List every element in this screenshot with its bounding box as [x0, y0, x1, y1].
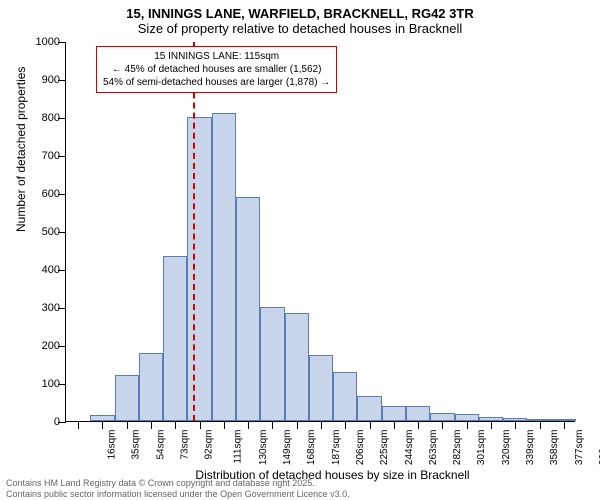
- title-sub: Size of property relative to detached ho…: [0, 21, 600, 40]
- x-tick-label: 149sqm: [282, 430, 293, 466]
- histogram-bar: [212, 113, 236, 421]
- histogram-bar: [503, 418, 527, 421]
- x-tick-label: 225sqm: [379, 430, 390, 466]
- x-tick: [564, 421, 565, 429]
- histogram-bar: [187, 117, 211, 421]
- y-tick-label: 700: [20, 150, 60, 162]
- x-tick: [418, 421, 419, 429]
- histogram-bar: [382, 406, 406, 421]
- histogram-bar: [260, 307, 284, 421]
- histogram-bar: [552, 419, 576, 421]
- histogram-bar: [406, 406, 430, 421]
- x-tick-label: 168sqm: [307, 430, 318, 466]
- x-tick: [297, 421, 298, 429]
- x-tick: [345, 421, 346, 429]
- x-tick-label: 35sqm: [131, 430, 142, 460]
- y-tick-label: 600: [20, 188, 60, 200]
- x-tick: [224, 421, 225, 429]
- x-tick: [151, 421, 152, 429]
- y-tick-label: 800: [20, 112, 60, 124]
- y-tick-label: 500: [20, 226, 60, 238]
- histogram-bar: [333, 372, 357, 421]
- histogram-bar: [455, 414, 479, 421]
- footer-line1: Contains HM Land Registry data © Crown c…: [6, 478, 350, 489]
- x-tick-label: 73sqm: [180, 430, 191, 460]
- annotation-line: 15 INNINGS LANE: 115sqm: [103, 50, 330, 63]
- x-tick: [394, 421, 395, 429]
- x-tick: [491, 421, 492, 429]
- x-tick-label: 206sqm: [355, 430, 366, 466]
- x-tick: [515, 421, 516, 429]
- x-tick: [370, 421, 371, 429]
- x-tick: [78, 421, 79, 429]
- x-tick-label: 187sqm: [331, 430, 342, 466]
- x-tick-label: 16sqm: [107, 430, 118, 460]
- histogram-bar: [309, 355, 333, 422]
- x-tick: [200, 421, 201, 429]
- histogram-bar: [357, 396, 381, 421]
- x-tick: [540, 421, 541, 429]
- y-tick-label: 0: [20, 416, 60, 428]
- y-tick-label: 400: [20, 264, 60, 276]
- plot-region: 0100200300400500600700800900100016sqm35s…: [65, 42, 575, 422]
- x-tick-label: 320sqm: [501, 430, 512, 466]
- x-tick-label: 282sqm: [452, 430, 463, 466]
- chart-area: 0100200300400500600700800900100016sqm35s…: [65, 42, 575, 422]
- x-tick-label: 263sqm: [428, 430, 439, 466]
- annotation-line: ← 45% of detached houses are smaller (1,…: [103, 63, 330, 76]
- footer-line2: Contains public sector information licen…: [6, 489, 350, 500]
- x-tick: [175, 421, 176, 429]
- x-tick: [248, 421, 249, 429]
- histogram-bar: [236, 197, 260, 421]
- histogram-bar: [430, 413, 454, 421]
- y-tick-label: 100: [20, 378, 60, 390]
- y-tick-label: 900: [20, 74, 60, 86]
- x-tick: [127, 421, 128, 429]
- x-tick: [102, 421, 103, 429]
- y-tick-label: 300: [20, 302, 60, 314]
- histogram-bar: [139, 353, 163, 421]
- x-tick-label: 339sqm: [525, 430, 536, 466]
- x-tick: [272, 421, 273, 429]
- footer: Contains HM Land Registry data © Crown c…: [6, 478, 350, 500]
- x-tick: [442, 421, 443, 429]
- annotation-box: 15 INNINGS LANE: 115sqm← 45% of detached…: [96, 46, 337, 93]
- x-tick-label: 111sqm: [232, 430, 243, 464]
- y-tick-label: 200: [20, 340, 60, 352]
- x-tick-label: 130sqm: [258, 430, 269, 466]
- histogram-bar: [527, 419, 551, 421]
- x-tick-label: 92sqm: [204, 430, 215, 460]
- x-tick-label: 301sqm: [477, 430, 488, 466]
- x-tick: [321, 421, 322, 429]
- marker-line: [193, 42, 195, 421]
- histogram-bar: [90, 415, 114, 421]
- x-tick-label: 244sqm: [404, 430, 415, 466]
- y-tick-label: 1000: [20, 36, 60, 48]
- histogram-bar: [479, 417, 503, 421]
- x-tick-label: 358sqm: [549, 430, 560, 466]
- x-tick-label: 54sqm: [155, 430, 166, 460]
- x-tick-label: 377sqm: [574, 430, 585, 466]
- annotation-line: 54% of semi-detached houses are larger (…: [103, 76, 330, 89]
- title-main: 15, INNINGS LANE, WARFIELD, BRACKNELL, R…: [0, 0, 600, 21]
- x-tick: [467, 421, 468, 429]
- histogram-bar: [285, 313, 309, 421]
- histogram-bar: [115, 375, 139, 421]
- histogram-bar: [163, 256, 187, 421]
